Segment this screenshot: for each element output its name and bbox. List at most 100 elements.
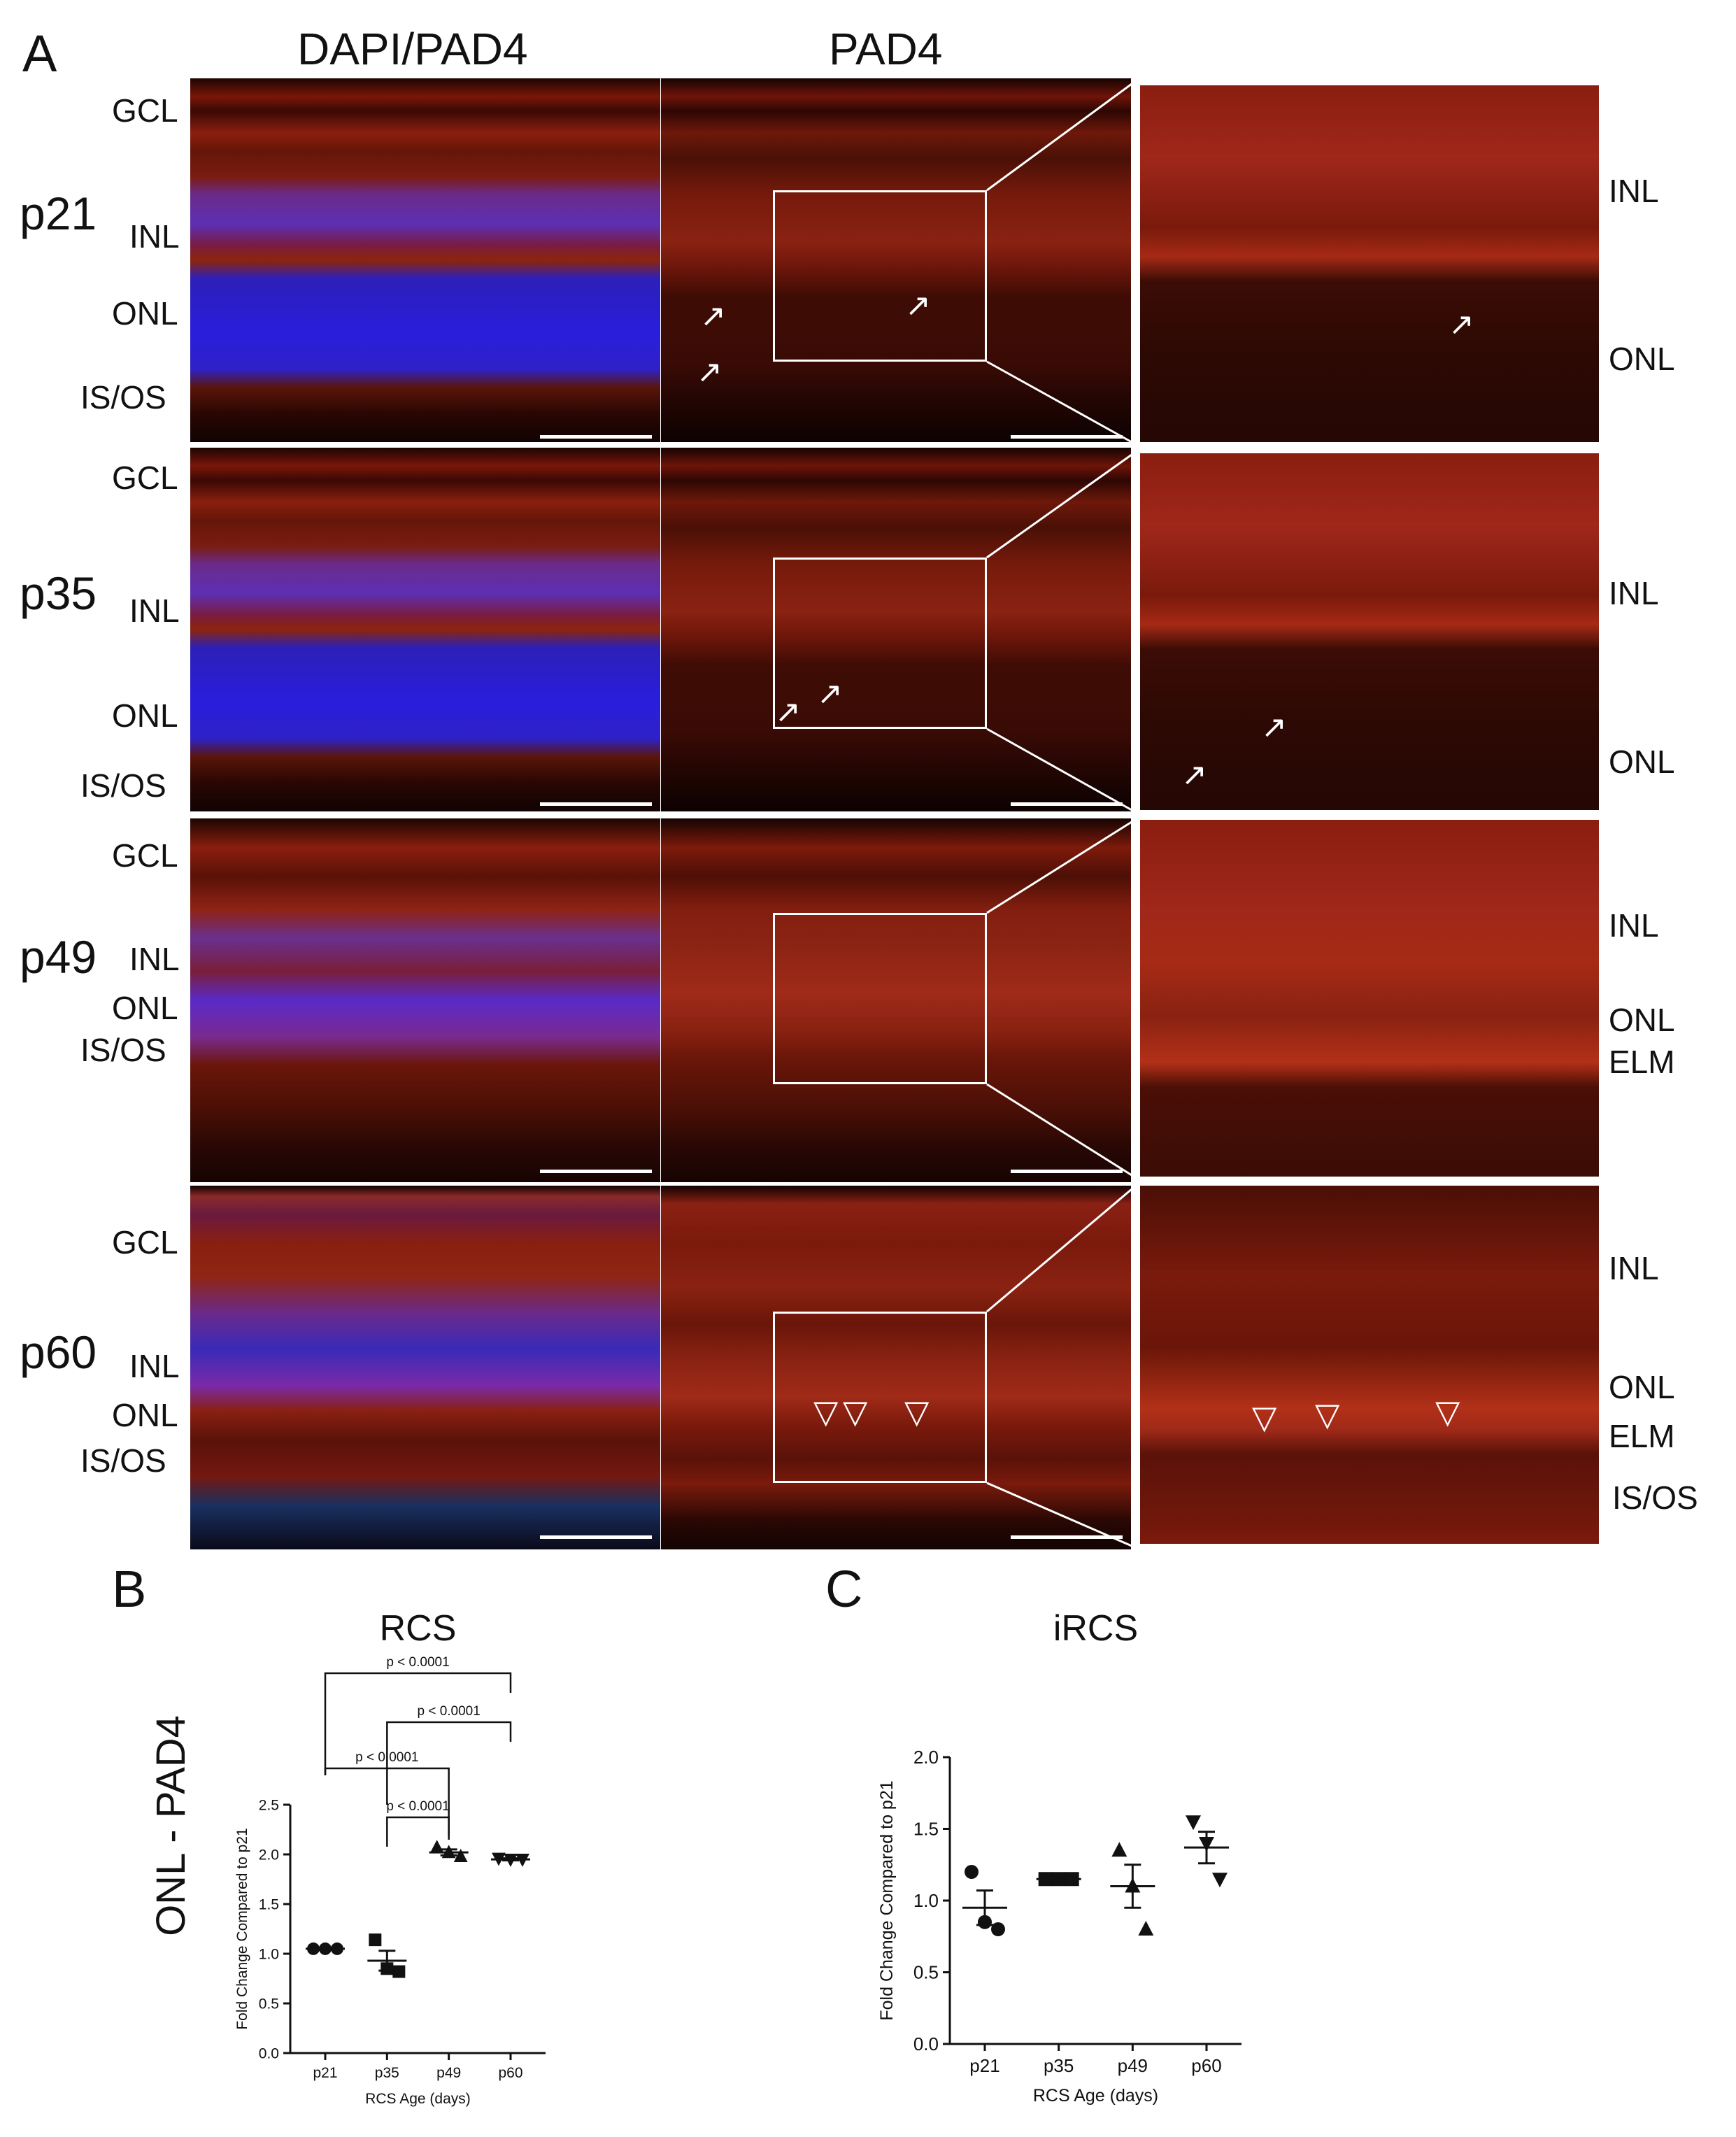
x-tick-label: p21 (969, 2055, 999, 2076)
scale-bar (540, 435, 652, 439)
significance-label: p < 0.0001 (417, 1704, 480, 1719)
y-tick-label: 2.5 (259, 1797, 279, 1813)
x-tick-label: p35 (375, 2065, 399, 2081)
layer-label-onl: ONL (112, 295, 178, 332)
y-axis-label: Fold Change Compared to p21 (877, 1780, 897, 2020)
data-point-triangle-up (453, 1849, 468, 1862)
age-label-p35: p35 (20, 567, 97, 619)
y-tick-label: 1.5 (259, 1896, 279, 1912)
scale-bar (540, 802, 652, 806)
micrograph-pad4-p60: ▽ ▽ ▽ (661, 1186, 1131, 1549)
significance-bracket (386, 1816, 450, 1847)
micrograph-dapi-pad4-p35 (190, 448, 660, 811)
y-tick-label: 1.5 (913, 1819, 939, 1840)
scale-bar (540, 1170, 652, 1173)
layer-label-onl: ONL (112, 990, 178, 1026)
layer-label-onl: ONL (112, 697, 178, 734)
micrograph-pad4-p35: ↑ ↑ (661, 448, 1131, 811)
chart-title: RCS (380, 1608, 457, 1649)
chart-c-ircs: iRCS 0.0 0.5 1.0 1.5 2.0 p21 p35 p49 p60 RCS Age (… (877, 1608, 1241, 2106)
zoom-region-box (773, 558, 987, 729)
scale-bar (1011, 435, 1123, 439)
zoom-layer-label-onl: ONL (1609, 744, 1675, 780)
x-tick-label: p60 (498, 2065, 522, 2081)
micrograph-pad4-p49 (661, 818, 1131, 1182)
open-triangle-icon: ▽ (813, 1393, 839, 1430)
scale-bar (1011, 1170, 1123, 1173)
open-triangle-icon: ▽ (1252, 1398, 1277, 1436)
data-point-circle (991, 1922, 1005, 1936)
zoom-layer-label-inl: INL (1609, 173, 1659, 209)
layer-label-gcl: GCL (112, 92, 178, 129)
layer-label-isos: IS/OS (80, 1032, 166, 1068)
zoom-region-box (773, 913, 987, 1084)
panel-c-label: C (825, 1560, 863, 1618)
micrograph-pad4-p21: ↑ ↑ ↑ (661, 78, 1131, 442)
y-tick-label: 0.0 (913, 2033, 939, 2054)
chart-title: iRCS (1053, 1608, 1138, 1649)
panel-b-label: B (112, 1560, 147, 1618)
open-triangle-icon: ▽ (1315, 1396, 1340, 1433)
data-point-triangle-down (1212, 1873, 1228, 1888)
y-tick-label: 2.0 (259, 1847, 279, 1863)
data-point-triangle-up (1138, 1921, 1154, 1936)
y-axis-label: Fold Change Compared to p21 (234, 1828, 250, 2029)
data-point-square (369, 1933, 382, 1947)
x-tick-label: p49 (436, 2065, 461, 2081)
micrograph-dapi-pad4-p60 (190, 1186, 660, 1549)
zoom-layer-label-inl: INL (1609, 907, 1659, 944)
layer-label-inl: INL (129, 218, 180, 255)
y-tick-label: 1.0 (913, 1890, 939, 1911)
data-point-triangle-up (1111, 1842, 1127, 1857)
significance-label: p < 0.0001 (386, 1799, 449, 1814)
data-point-square (392, 1965, 406, 1978)
zoom-region-box (773, 190, 987, 362)
scale-bar (1011, 802, 1123, 806)
zoom-layer-label-inl: INL (1609, 1250, 1659, 1286)
open-triangle-icon: ▽ (904, 1393, 930, 1430)
micrograph-dapi-pad4-p21 (190, 78, 660, 442)
y-tick-label: 1.0 (259, 1946, 279, 1962)
column-header-dapi-pad4: DAPI/PAD4 (297, 24, 528, 74)
y-tick-label: 0.5 (259, 1996, 279, 2012)
x-tick-label: p49 (1118, 2055, 1148, 2076)
zoom-layer-label-onl: ONL (1609, 1369, 1675, 1405)
scale-bar (540, 1535, 652, 1539)
zoom-layer-label-onl: ONL (1609, 1002, 1675, 1038)
column-header-pad4: PAD4 (829, 24, 943, 74)
zoom-connector-lines (0, 0, 1736, 1560)
age-label-p49: p49 (20, 931, 97, 983)
layer-label-gcl: GCL (112, 460, 178, 496)
open-triangle-icon: ▽ (843, 1393, 868, 1430)
layer-label-inl: INL (129, 1348, 180, 1384)
significance-bracket (324, 1767, 450, 1840)
section-b-ylabel: ONL - PAD4 (148, 1715, 194, 1936)
significance-bracket (386, 1721, 512, 1805)
layer-label-isos: IS/OS (80, 767, 166, 804)
micrograph-zoom-p21: ↑ (1140, 85, 1599, 442)
y-tick-label: 0.5 (913, 1962, 939, 1983)
layer-label-isos: IS/OS (80, 379, 166, 416)
significance-label: p < 0.0001 (386, 1655, 449, 1670)
open-triangle-icon: ▽ (1435, 1393, 1460, 1430)
layer-label-inl: INL (129, 941, 180, 977)
layer-label-inl: INL (129, 592, 180, 629)
layer-label-gcl: GCL (112, 1224, 178, 1261)
scale-bar (1011, 1535, 1123, 1539)
micrograph-zoom-p60: ▽ ▽ ▽ (1140, 1186, 1599, 1544)
zoom-layer-label-isos: IS/OS (1612, 1479, 1698, 1516)
x-tick-label: p35 (1044, 2055, 1074, 2076)
chart-b-rcs: RCS 0.0 0.5 1.0 1.5 2.0 2.5 p21 p35 p49 p60 RCS Age… (234, 1608, 546, 2107)
zoom-region-box (773, 1312, 987, 1483)
micrograph-dapi-pad4-p49 (190, 818, 660, 1182)
layer-label-isos: IS/OS (80, 1442, 166, 1479)
data-point-triangle-up (429, 1840, 444, 1854)
x-axis-label: RCS Age (days) (1033, 2086, 1158, 2106)
y-tick-label: 2.0 (913, 1747, 939, 1768)
zoom-layer-label-elm: ELM (1609, 1418, 1675, 1454)
panel-a-label: A (22, 24, 57, 83)
x-tick-label: p21 (313, 2065, 337, 2081)
data-point-triangle-down (1186, 1815, 1201, 1831)
significance-label: p < 0.0001 (355, 1750, 418, 1765)
significance-bracket (324, 1672, 512, 1775)
